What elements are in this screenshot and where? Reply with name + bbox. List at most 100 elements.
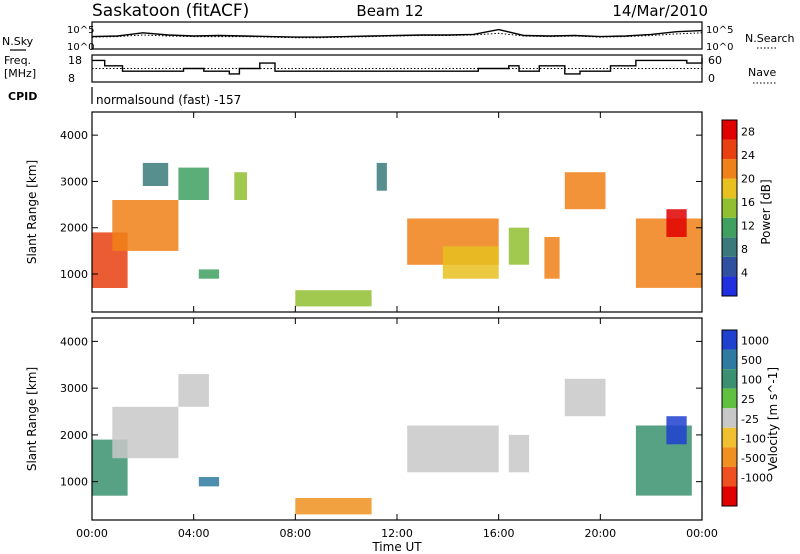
power-region xyxy=(142,162,169,186)
x-tick-label: 12:00 xyxy=(381,527,413,540)
power-colorbar-segment xyxy=(722,198,737,218)
freq-left-label-1: Freq. xyxy=(4,54,31,67)
power-colorbar-tick: 20 xyxy=(741,173,755,186)
power-region xyxy=(198,269,220,279)
freq-left-tick-top: 18 xyxy=(68,54,82,67)
freq-left-tick-bottom: 8 xyxy=(68,72,75,85)
x-tick-label: 16:00 xyxy=(483,527,515,540)
velocity-colorbar-frame xyxy=(721,329,738,507)
velocity-ytick-label: 3000 xyxy=(60,382,88,395)
velocity-colorbar-segment xyxy=(722,486,737,506)
power-colorbar-frame xyxy=(721,119,738,297)
velocity-region xyxy=(666,416,687,445)
velocity-colorbar-segment xyxy=(722,349,737,370)
velocity-colorbar-segment xyxy=(722,388,737,409)
beam-title: Beam 12 xyxy=(356,2,423,20)
x-tick-label: 20:00 xyxy=(584,527,616,540)
noise-right-tick-bottom: 10^0 xyxy=(706,42,733,53)
x-tick-label: 00:00 xyxy=(686,527,718,540)
power-ytick-label: 3000 xyxy=(60,175,88,188)
power-ytick-label: 1000 xyxy=(60,268,88,281)
power-colorbar-segment xyxy=(722,256,737,277)
velocity-colorbar-tick: -100 xyxy=(741,432,766,445)
velocity-ytick-label: 2000 xyxy=(60,429,88,442)
velocity-region xyxy=(295,498,372,515)
freq-right-label: Nave xyxy=(748,66,776,79)
x-tick-label: 04:00 xyxy=(178,527,210,540)
velocity-colorbar-segment xyxy=(722,466,737,487)
velocity-colorbar-tick: -25 xyxy=(741,413,759,426)
velocity-colorbar-segment xyxy=(722,330,737,350)
velocity-colorbar-tick: 100 xyxy=(741,374,762,387)
power-colorbar-label: Power [dB] xyxy=(759,179,773,244)
velocity-colorbar-segment xyxy=(722,427,737,448)
power-colorbar-tick: 8 xyxy=(741,243,748,256)
velocity-colorbar-segment xyxy=(722,408,737,428)
velocity-region xyxy=(198,477,220,487)
power-ytick-label: 2000 xyxy=(60,222,88,235)
freq-panel: Freq. [MHz] Nave 18 8 60 0 xyxy=(4,54,776,85)
date-title: 14/Mar/2010 xyxy=(612,2,708,20)
cpid-label: CPID xyxy=(8,90,37,103)
cpid-text: normalsound (fast) -157 xyxy=(96,93,241,107)
power-colorbar-segment xyxy=(722,120,737,140)
velocity-colorbar-segment xyxy=(722,369,737,389)
freq-right-tick-bottom: 0 xyxy=(708,72,715,85)
power-colorbar-tick: 24 xyxy=(741,149,755,162)
power-colorbar-segment xyxy=(722,139,737,160)
velocity-region xyxy=(564,378,606,417)
x-axis-label: Time UT xyxy=(371,540,422,554)
power-ylabel: Slant Range [km] xyxy=(25,160,39,264)
power-colorbar-tick: 28 xyxy=(741,126,755,139)
noise-series-search xyxy=(91,32,703,39)
power-region xyxy=(295,290,372,307)
velocity-region xyxy=(407,425,499,473)
power-region xyxy=(112,200,179,251)
power-colorbar-tick: 4 xyxy=(741,267,748,280)
station-title: Saskatoon (fitACF) xyxy=(92,1,249,21)
velocity-colorbar-tick: 500 xyxy=(741,354,762,367)
power-panel: Slant Range [km] 1000 2000 3000 4000 4 8 12 16… xyxy=(25,111,773,313)
velocity-ytick-label: 1000 xyxy=(60,476,88,489)
power-region xyxy=(376,162,387,191)
velocity-colorbar-tick: 25 xyxy=(741,393,755,406)
velocity-colorbar-label-text: Velocity [m s^-1] xyxy=(766,367,780,471)
x-tick-label: 08:00 xyxy=(279,527,311,540)
power-region xyxy=(666,209,687,237)
velocity-colorbar-tick: 1000 xyxy=(741,335,769,348)
noise-left-tick-top: 10^5 xyxy=(67,25,94,36)
freq-left-label-2: [MHz] xyxy=(4,67,36,80)
power-colorbar-tick: 16 xyxy=(741,196,755,209)
velocity-colorbar-label: Velocity [m s^-1] xyxy=(766,367,780,471)
noise-left-tick-bottom: 10^0 xyxy=(67,42,94,53)
velocity-region xyxy=(508,434,530,473)
freq-series-frequency xyxy=(92,57,703,75)
power-colorbar-segment xyxy=(722,159,737,179)
noise-right-tick-top: 10^5 xyxy=(706,25,733,36)
power-colorbar-segment xyxy=(722,178,737,199)
power-colorbar-segment xyxy=(722,217,737,238)
x-tick-label: 00:00 xyxy=(76,527,108,540)
power-region xyxy=(442,246,499,279)
velocity-ytick-label: 4000 xyxy=(60,335,88,348)
noise-left-label: N.Sky xyxy=(2,35,34,48)
velocity-colorbar-tick: -500 xyxy=(741,452,766,465)
power-region xyxy=(564,172,606,210)
power-colorbar-segment xyxy=(722,276,737,296)
power-frame xyxy=(91,111,703,313)
velocity-panel: Slant Range [km] 1000 2000 3000 4000 00:00 0… xyxy=(25,112,780,554)
power-region xyxy=(234,172,247,200)
power-region xyxy=(544,237,560,279)
velocity-ylabel: Slant Range [km] xyxy=(25,367,39,471)
noise-right-label: N.Search xyxy=(745,32,795,45)
velocity-region xyxy=(178,374,209,407)
noise-frame xyxy=(91,21,703,50)
velocity-region xyxy=(112,406,179,459)
power-region xyxy=(508,227,530,265)
freq-right-tick-top: 60 xyxy=(708,54,722,67)
velocity-frame xyxy=(91,317,703,521)
velocity-colorbar-tick: -1000 xyxy=(741,471,773,484)
power-region xyxy=(178,167,209,200)
noise-panel: N.Sky N.Search 10^5 10^0 10^5 10^0 xyxy=(2,21,795,53)
